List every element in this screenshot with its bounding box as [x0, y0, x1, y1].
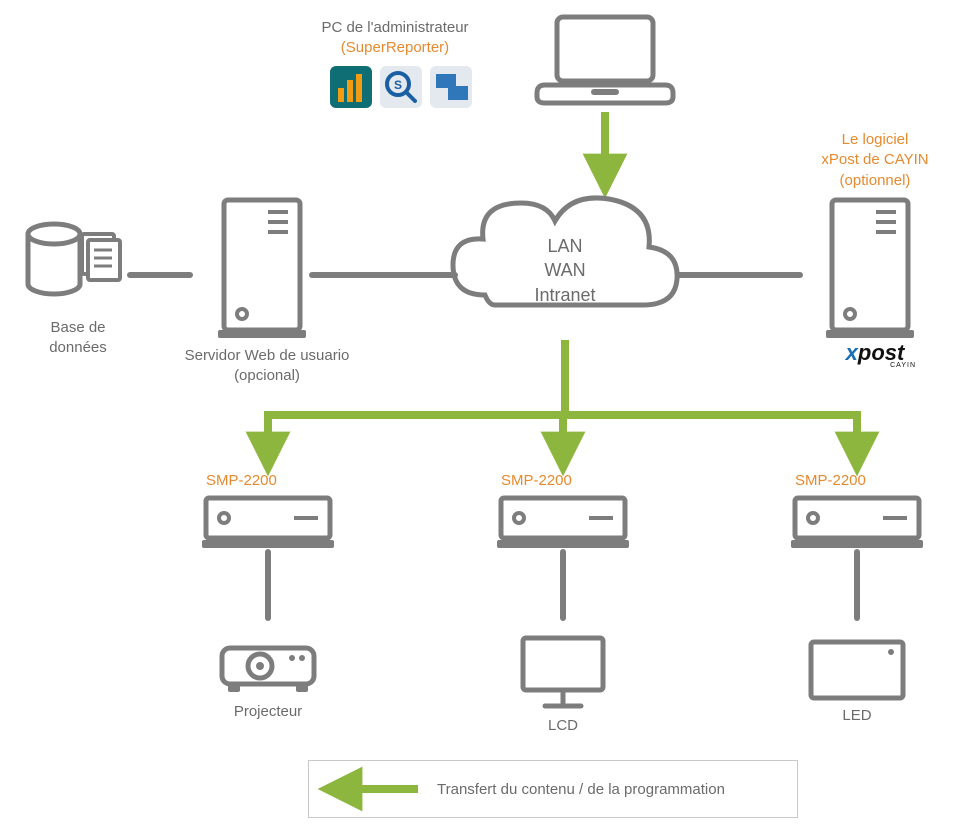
app-icon-search: S — [380, 66, 422, 108]
smp-label-3: SMP-2200 — [795, 471, 885, 491]
cloud-labels: LAN WAN Intranet — [510, 234, 620, 307]
projector-label: Projecteur — [218, 702, 318, 722]
app-icon-reporter — [330, 66, 372, 108]
led-label: LED — [827, 706, 887, 726]
xpost-logo: xpost CAYIN — [820, 340, 930, 369]
app-icon-layout — [430, 66, 472, 108]
diagram-canvas: { "colors": { "stroke_gray": "#7d7d7d", … — [0, 0, 960, 833]
admin-app-icons: S — [326, 66, 476, 113]
webserver-label: Servidor Web de usuario (opcional) — [162, 346, 372, 387]
database-label: Base de données — [28, 318, 128, 359]
xpost-caption: Le logiciel xPost de CAYIN (optionnel) — [800, 130, 950, 191]
lcd-label: LCD — [533, 716, 593, 736]
legend-text: Transfert du contenu / de la programmati… — [437, 780, 725, 800]
admin-line1: PC de l'administrateur — [300, 18, 490, 38]
smp-label-1: SMP-2200 — [206, 471, 296, 491]
admin-caption: PC de l'administrateur (SuperReporter) — [300, 18, 490, 59]
smp-label-2: SMP-2200 — [501, 471, 591, 491]
admin-line2: (SuperReporter) — [300, 38, 490, 58]
connectors-svg — [0, 0, 960, 833]
legend-box: Transfert du contenu / de la programmati… — [308, 760, 798, 818]
svg-text:S: S — [394, 78, 402, 92]
